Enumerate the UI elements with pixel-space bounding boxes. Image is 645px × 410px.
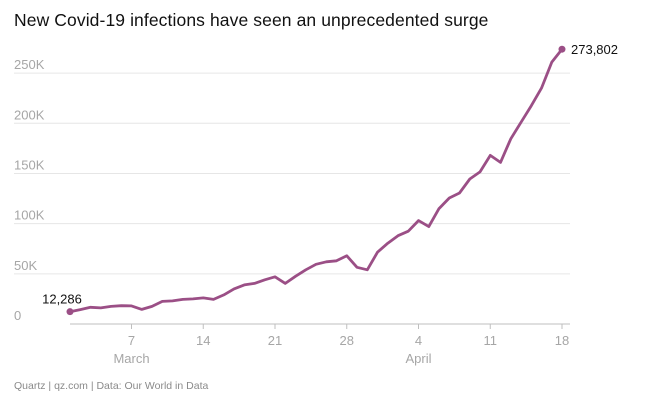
start-value-label: 12,286 xyxy=(42,292,82,307)
x-tick-label: 7 xyxy=(128,333,135,348)
chart-title: New Covid-19 infections have seen an unp… xyxy=(14,10,489,30)
x-month-label: March xyxy=(113,351,149,366)
end-value-label: 273,802 xyxy=(571,42,618,57)
x-tick-label: 18 xyxy=(555,333,569,348)
y-tick-label: 100K xyxy=(14,208,45,223)
x-tick-label: 14 xyxy=(196,333,210,348)
x-tick-label: 28 xyxy=(340,333,354,348)
start-point xyxy=(66,308,74,316)
x-month-label: April xyxy=(405,351,431,366)
end-point xyxy=(558,45,566,53)
infections-line xyxy=(68,47,564,314)
source-footer: Quartz | qz.com | Data: Our World in Dat… xyxy=(14,380,209,392)
x-tick-label: 21 xyxy=(268,333,282,348)
x-tick-label: 4 xyxy=(415,333,422,348)
y-tick-label: 200K xyxy=(14,107,45,122)
y-tick-label: 250K xyxy=(14,57,45,72)
x-tick-label: 11 xyxy=(484,333,498,348)
y-tick-label: 150K xyxy=(14,157,45,172)
y-tick-label: 0 xyxy=(14,308,21,323)
y-tick-label: 50K xyxy=(14,258,37,273)
